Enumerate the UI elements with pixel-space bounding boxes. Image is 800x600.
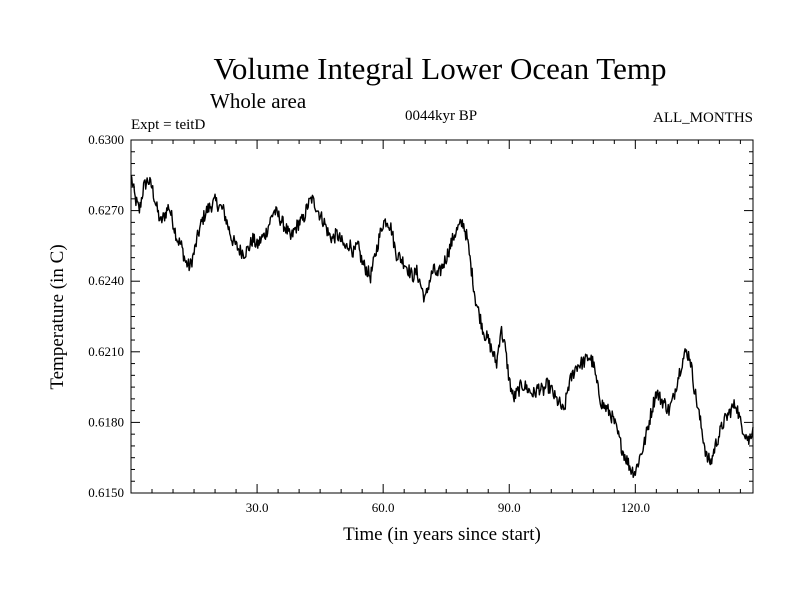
- x-axis-label: Time (in years since start): [343, 524, 541, 545]
- period-label: 0044kyr BP: [405, 108, 477, 124]
- y-axis-label: Temperature (in C): [47, 244, 68, 389]
- y-tick-label: 0.6240: [88, 273, 124, 288]
- y-tick-label: 0.6180: [88, 414, 124, 429]
- y-tick-label: 0.6150: [88, 485, 124, 500]
- x-tick-label: 30.0: [246, 500, 269, 515]
- plot-frame: [130, 139, 754, 494]
- x-axis-tick-labels: 30.0 60.0 90.0 120.0: [246, 500, 650, 515]
- x-tick-label: 60.0: [372, 500, 395, 515]
- y-tick-label: 0.6210: [88, 344, 124, 359]
- months-label: ALL_MONTHS: [653, 110, 753, 126]
- y-tick-label: 0.6300: [88, 132, 124, 147]
- x-tick-label: 120.0: [621, 500, 650, 515]
- chart-title: Volume Integral Lower Ocean Temp: [214, 51, 667, 86]
- y-axis-ticks: [131, 139, 753, 494]
- x-tick-label: 90.0: [498, 500, 521, 515]
- y-axis-tick-labels: 0.6150 0.6180 0.6210 0.6240 0.6270 0.6300: [88, 132, 124, 500]
- y-tick-label: 0.6270: [88, 203, 124, 218]
- series-line: [130, 175, 754, 479]
- experiment-label: Expt = teitD: [131, 117, 205, 133]
- x-axis-ticks: [151, 140, 741, 493]
- chart-subtitle: Whole area: [210, 89, 307, 113]
